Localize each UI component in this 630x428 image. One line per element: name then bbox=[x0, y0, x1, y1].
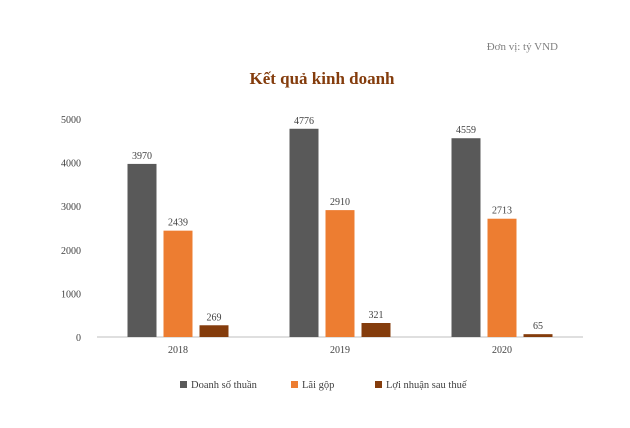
data-label: 321 bbox=[369, 310, 384, 321]
bar bbox=[523, 334, 553, 337]
data-label: 4776 bbox=[294, 116, 314, 127]
bar bbox=[289, 128, 319, 337]
bar bbox=[361, 323, 391, 337]
chart-title: Kết quả kinh doanh bbox=[249, 69, 395, 88]
data-label: 4559 bbox=[456, 125, 476, 136]
bars-layer: 3970 2439 269 4776 2910 321 4559 2713 65 bbox=[127, 116, 553, 337]
legend-label: Lợi nhuận sau thuế bbox=[386, 380, 467, 391]
data-label: 2910 bbox=[330, 197, 350, 208]
bar bbox=[325, 210, 355, 337]
y-tick-label: 5000 bbox=[61, 115, 81, 126]
data-label: 2439 bbox=[168, 218, 188, 229]
y-tick-label: 2000 bbox=[61, 246, 81, 257]
x-tick-label: 2020 bbox=[492, 345, 512, 356]
bar bbox=[199, 325, 229, 337]
data-label: 269 bbox=[207, 312, 222, 323]
bar bbox=[487, 218, 517, 337]
legend-swatch bbox=[375, 381, 382, 388]
legend-swatch bbox=[291, 381, 298, 388]
y-tick-label: 1000 bbox=[61, 289, 81, 300]
data-label: 2713 bbox=[492, 206, 512, 217]
y-tick-label: 3000 bbox=[61, 202, 81, 213]
y-tick-label: 0 bbox=[76, 333, 81, 344]
unit-note: Đơn vị: tỷ VND bbox=[487, 41, 558, 53]
legend-swatch bbox=[180, 381, 187, 388]
legend-label: Doanh số thuần bbox=[191, 380, 258, 391]
data-label: 65 bbox=[533, 321, 543, 332]
data-label: 3970 bbox=[132, 151, 152, 162]
y-tick-label: 4000 bbox=[61, 159, 81, 170]
bar bbox=[163, 230, 193, 337]
bar bbox=[451, 138, 481, 337]
x-tick-label: 2019 bbox=[330, 345, 350, 356]
bar bbox=[127, 163, 157, 337]
legend-label: Lãi gộp bbox=[302, 380, 334, 391]
x-tick-label: 2018 bbox=[168, 345, 188, 356]
legend: Doanh số thuần Lãi gộp Lợi nhuận sau thuế bbox=[180, 380, 467, 391]
